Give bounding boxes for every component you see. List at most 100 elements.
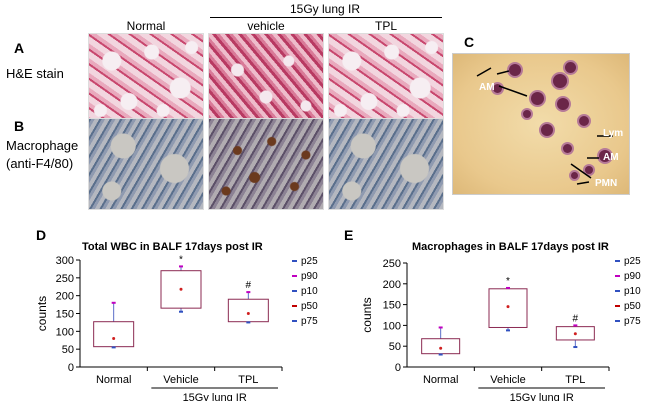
- chart-d: 0 50 100 150 200 250 300 counts Normal Vehicle * TP…: [35, 254, 318, 401]
- label-pmn: PMN: [595, 178, 618, 189]
- marker-p50: [573, 332, 577, 336]
- legend-label: p50: [301, 301, 318, 312]
- y-tick-label: 50: [389, 341, 401, 353]
- micrograph-he-tpl: [328, 33, 444, 125]
- y-tick-label: 150: [56, 309, 74, 321]
- box: [93, 321, 135, 348]
- x-tick-label: TPL: [238, 374, 258, 386]
- arrow: [576, 181, 590, 185]
- micrograph-he-normal: [88, 33, 204, 125]
- cell: [541, 124, 553, 136]
- legend-label: p90: [624, 271, 641, 282]
- cell: [563, 144, 572, 153]
- chart-d-title: Total WBC in BALF 17days post IR: [82, 241, 263, 253]
- cytospin-image: AM Lym AM PMN: [452, 53, 630, 195]
- legend-label: p25: [301, 256, 318, 267]
- y-tick-label: 250: [383, 258, 401, 270]
- y-tick-label: 100: [383, 320, 401, 332]
- arrow: [496, 70, 510, 75]
- y-tick-label: 0: [68, 362, 74, 374]
- y-axis-label: counts: [35, 296, 49, 331]
- panel-letter-a: A: [14, 40, 25, 56]
- col-label-normal: Normal: [126, 19, 166, 33]
- cell: [509, 64, 521, 76]
- legend-swatch: [292, 275, 297, 277]
- row-label-macrophage: Macrophage: [6, 138, 79, 153]
- cell: [553, 74, 567, 88]
- significance-marker: *: [179, 254, 183, 265]
- x-tick-label: TPL: [565, 374, 585, 386]
- marker-p90: [506, 286, 510, 289]
- label-am-1: AM: [479, 82, 495, 93]
- marker-p50: [246, 312, 250, 315]
- y-tick-label: 50: [62, 344, 74, 356]
- significance-marker: #: [246, 280, 252, 291]
- panel-letter-e: E: [344, 227, 354, 243]
- marker-p90: [111, 301, 116, 304]
- group-label: 15Gy lung IR: [183, 392, 247, 401]
- group-header-rule: [210, 17, 442, 18]
- panel-letter-d: D: [36, 227, 47, 243]
- arrow: [476, 67, 492, 77]
- legend-label: p90: [301, 271, 318, 282]
- cell: [579, 116, 589, 126]
- y-tick-label: 200: [56, 291, 74, 303]
- cell: [523, 110, 531, 118]
- marker-p10: [438, 353, 443, 356]
- y-tick-label: 0: [395, 362, 401, 374]
- micrograph-ihc-normal: [88, 118, 204, 210]
- marker-p10: [179, 310, 183, 313]
- marker-p10: [506, 329, 510, 332]
- box: [555, 326, 595, 341]
- arrow: [570, 163, 592, 179]
- cell: [585, 166, 593, 174]
- micrograph-ihc-vehicle: [208, 118, 324, 210]
- legend-swatch: [292, 320, 297, 322]
- legend-label: p75: [624, 316, 641, 327]
- micrograph-he-vehicle: [208, 33, 324, 125]
- legend-label: p50: [624, 301, 641, 312]
- micrograph-ihc-tpl: [328, 118, 444, 210]
- marker-p90: [179, 265, 183, 268]
- legend-swatch: [615, 305, 620, 307]
- cell: [493, 84, 502, 93]
- marker-p90: [438, 326, 443, 329]
- x-tick-label: Normal: [96, 374, 131, 386]
- group-header: 15Gy lung IR: [289, 2, 361, 16]
- legend-label: p75: [301, 316, 318, 327]
- legend-swatch: [292, 290, 297, 292]
- significance-marker: *: [506, 276, 510, 287]
- legend-swatch: [615, 260, 620, 262]
- marker-p90: [573, 324, 578, 327]
- x-tick-label: Vehicle: [490, 374, 525, 386]
- box: [160, 270, 202, 309]
- marker-p10: [573, 346, 578, 349]
- y-tick-label: 300: [56, 255, 74, 267]
- legend-swatch: [615, 320, 620, 322]
- legend-swatch: [292, 260, 297, 262]
- legend-swatch: [292, 305, 297, 307]
- arrow: [498, 85, 528, 97]
- marker-p50: [439, 346, 443, 350]
- y-tick-label: 200: [383, 279, 401, 291]
- cytospin-arrows: [476, 67, 613, 185]
- panel-letter-b: B: [14, 118, 25, 134]
- y-tick-label: 100: [56, 326, 74, 338]
- marker-p50: [112, 336, 116, 340]
- label-lym: Lym: [603, 128, 624, 139]
- x-tick-label: Vehicle: [163, 374, 198, 386]
- marker-p90: [246, 291, 251, 294]
- legend-swatch: [615, 290, 620, 292]
- y-tick-label: 250: [56, 273, 74, 285]
- label-am-2: AM: [603, 152, 619, 163]
- chart-e: 0 50 100 150 200 250 counts Normal Vehicle * TPL #1…: [360, 256, 641, 401]
- y-axis-label: counts: [360, 297, 374, 332]
- legend-label: p10: [624, 286, 641, 297]
- cell: [565, 62, 576, 73]
- marker-p10: [246, 321, 251, 324]
- box: [421, 338, 461, 355]
- cell: [571, 172, 578, 179]
- legend-label: p25: [624, 256, 641, 267]
- group-label: 15Gy lung IR: [510, 392, 574, 401]
- col-label-vehicle: vehicle: [247, 19, 285, 33]
